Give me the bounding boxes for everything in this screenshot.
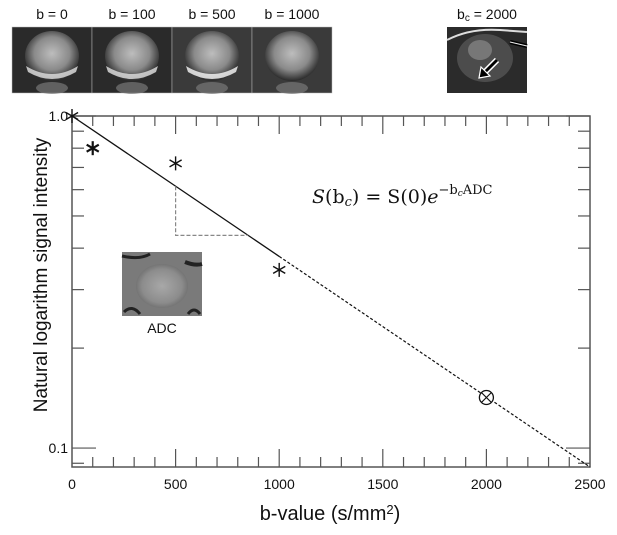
b-value-label: b = 1000 [265,6,320,22]
x-tick-label: 1500 [367,476,398,492]
data-point-circled-cross [478,389,495,406]
dwi-thumbnail: b = 0 [11,6,93,94]
data-point-asterisk [272,262,286,277]
arrow-icon [478,57,500,79]
computed-dwi-thumbnail: bc = 2000 [446,6,528,93]
b-value-label: b = 500 [188,6,235,22]
b-value-label: b = 0 [36,6,68,22]
axis-tick-labels: 0.1 1.0 0 500 1000 1500 2000 2500 [49,108,606,492]
x-tick-label: 0 [68,476,76,492]
y-tick-label: 0.1 [49,440,69,456]
formula: S(bc) = S(0)e−bcADC [312,183,493,210]
axis-ticks [72,115,590,467]
adc-thumbnail: ADC [121,252,203,336]
y-axis-label: Natural logarithm signal intensity [31,137,52,412]
dwi-thumbnail: b = 100 [91,6,173,94]
slope-triangle [175,186,249,236]
dwi-thumbnail: b = 500 [171,6,253,94]
data-point-asterisk [86,141,100,156]
adc-label: ADC [147,320,177,336]
b-value-label: b = 100 [108,6,155,22]
y-tick-label: 1.0 [49,108,69,124]
x-tick-label: 1000 [264,476,295,492]
x-tick-label: 500 [164,476,188,492]
chart-marks [65,109,591,468]
dwi-thumbnails: b = 0 b = 100 b = 500 b = 1000 [11,6,333,94]
data-point-asterisk [169,156,183,171]
dwi-thumbnail: b = 1000 [251,6,333,94]
fit-line-extrapolated [278,255,591,468]
x-tick-label: 2000 [471,476,502,492]
plot-frame [71,115,591,468]
data-point-asterisk [65,109,79,123]
x-axis-label: b-value (s/mm2) [260,502,401,525]
x-tick-label: 2500 [574,476,605,492]
computed-image-label: bc = 2000 [457,6,517,24]
